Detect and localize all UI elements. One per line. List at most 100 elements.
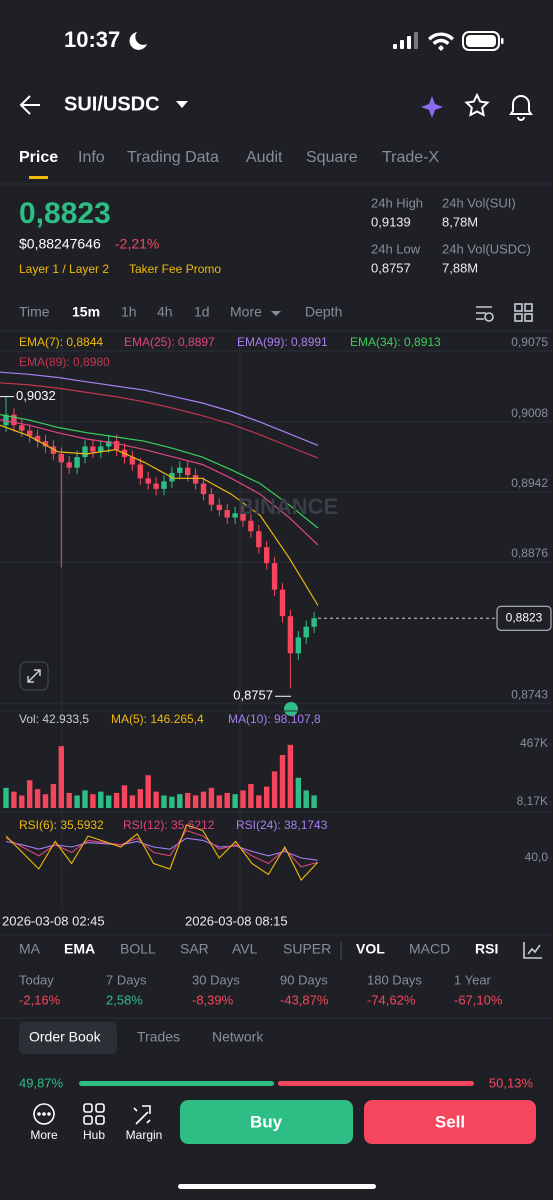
interval[interactable]: 1h — [121, 304, 137, 320]
stat-value: 7,88M — [442, 260, 478, 275]
header-icons[interactable] — [19, 92, 533, 121]
volume-legend: Vol: 42.933,5 — [19, 712, 89, 726]
indicator-tab[interactable]: SUPER — [283, 941, 331, 957]
nav-label[interactable]: More — [30, 1128, 58, 1142]
chart-area — [0, 335, 553, 910]
interval[interactable]: More — [230, 304, 262, 320]
volume-tick-label: 467K — [520, 736, 548, 750]
candle-body — [90, 446, 96, 452]
volume-bar — [98, 791, 104, 808]
chart-settings-icon[interactable] — [523, 942, 542, 959]
ema-legend: EMA(25): 0,8897 — [124, 335, 215, 349]
candle-body — [66, 462, 72, 468]
indicator-tab[interactable]: AVL — [232, 941, 258, 957]
candle-body — [177, 467, 183, 473]
book-tab[interactable]: Order Book — [29, 1029, 102, 1045]
ask-bar — [277, 1081, 474, 1086]
chart-tools[interactable] — [271, 303, 533, 322]
dropdown[interactable] — [176, 101, 188, 108]
perf-value: -8,39% — [192, 992, 234, 1007]
candle-body — [185, 467, 191, 476]
perf-label: Today — [19, 972, 54, 987]
volume-bar — [121, 785, 128, 808]
nav-label[interactable]: Margin — [126, 1128, 163, 1142]
candle-body — [3, 414, 9, 426]
stat-value: 0,9139 — [371, 214, 411, 229]
promo-tag[interactable]: Taker Fee Promo — [129, 262, 221, 276]
candle-body — [248, 520, 254, 532]
last-price-tag-label: 0,8823 — [506, 610, 543, 624]
indicator-tab[interactable]: SAR — [180, 941, 209, 957]
buy-button[interactable] — [180, 1100, 353, 1144]
book-tab[interactable]: Network — [212, 1029, 264, 1045]
candle-body — [200, 483, 207, 495]
volume-bar — [106, 795, 112, 808]
indicator-tab[interactable]: MACD — [409, 941, 450, 957]
nav-icons[interactable] — [33, 1103, 151, 1125]
volume-bar — [264, 786, 270, 808]
stat-label: 24h Vol(SUI) — [442, 195, 516, 210]
ask-ratio: 50,13% — [489, 1075, 534, 1090]
indicator-tab[interactable]: RSI — [475, 941, 498, 957]
candle-body — [303, 626, 309, 638]
candle-body — [98, 446, 104, 452]
buy-label[interactable]: Buy — [250, 1112, 283, 1131]
price-tick-label: 0,9075 — [511, 335, 548, 349]
indicator-tab[interactable]: EMA — [64, 941, 95, 957]
candle-body — [216, 504, 222, 511]
back-arrow[interactable] — [19, 95, 40, 115]
tab[interactable]: Trading Data — [127, 149, 219, 166]
volume-bar — [34, 789, 41, 808]
candle-body — [279, 589, 286, 617]
volume-bar — [256, 795, 262, 808]
candle-body — [106, 441, 112, 447]
tab[interactable]: Price — [19, 149, 58, 166]
perf-label: 90 Days — [280, 972, 328, 987]
rsi-line — [5, 824, 319, 881]
volume-bar — [240, 790, 246, 808]
pair-title[interactable]: SUI/USDC — [64, 93, 160, 115]
candle-body — [129, 457, 136, 465]
tab[interactable]: Square — [306, 149, 358, 166]
interval[interactable]: 15m — [72, 304, 100, 320]
sell-button[interactable] — [364, 1100, 536, 1144]
ai-icon[interactable] — [421, 96, 443, 118]
candle-body — [271, 563, 278, 590]
interval[interactable]: 1d — [194, 304, 210, 320]
ema-legend: EMA(89): 0,8980 — [19, 355, 110, 369]
price-tick-label: 0,8743 — [511, 687, 548, 701]
bell-icon[interactable] — [509, 95, 533, 121]
volume-bar — [287, 744, 294, 808]
tab-underline — [29, 176, 48, 179]
volume-bar — [208, 787, 215, 808]
sector-tag[interactable]: Layer 1 / Layer 2 — [19, 262, 109, 276]
tab[interactable]: Trade-X — [382, 149, 440, 166]
perf-value: -67,10% — [454, 992, 503, 1007]
active-tab-bg[interactable] — [19, 1022, 117, 1054]
rsi-legend: RSI(24): 38,1743 — [236, 818, 328, 832]
volume-legend: MA(5): 146.265,4 — [111, 712, 204, 726]
star-icon[interactable] — [464, 92, 490, 117]
tab[interactable]: Audit — [246, 149, 283, 166]
volume-bar — [113, 792, 120, 808]
candle-body — [82, 446, 88, 458]
sell-label[interactable]: Sell — [435, 1112, 465, 1131]
book-tab[interactable]: Trades — [137, 1029, 180, 1045]
interval[interactable]: Depth — [305, 304, 342, 320]
price-change: -2,21% — [115, 236, 159, 252]
ema-line — [0, 414, 319, 529]
last-price: 0,8823 — [19, 197, 111, 230]
volume-bar — [58, 746, 64, 808]
tab[interactable]: Info — [78, 149, 105, 166]
candle-body — [153, 483, 159, 489]
candle-body — [27, 430, 33, 436]
status-icons — [129, 31, 504, 51]
bid-bar — [79, 1081, 274, 1086]
volume-bar — [216, 795, 222, 808]
interval[interactable]: Time — [19, 304, 50, 320]
indicator-tab[interactable]: VOL — [356, 941, 385, 957]
nav-label[interactable]: Hub — [83, 1128, 105, 1142]
indicator-tab[interactable]: MA — [19, 941, 41, 957]
indicator-tab[interactable]: BOLL — [120, 941, 156, 957]
interval[interactable]: 4h — [157, 304, 173, 320]
